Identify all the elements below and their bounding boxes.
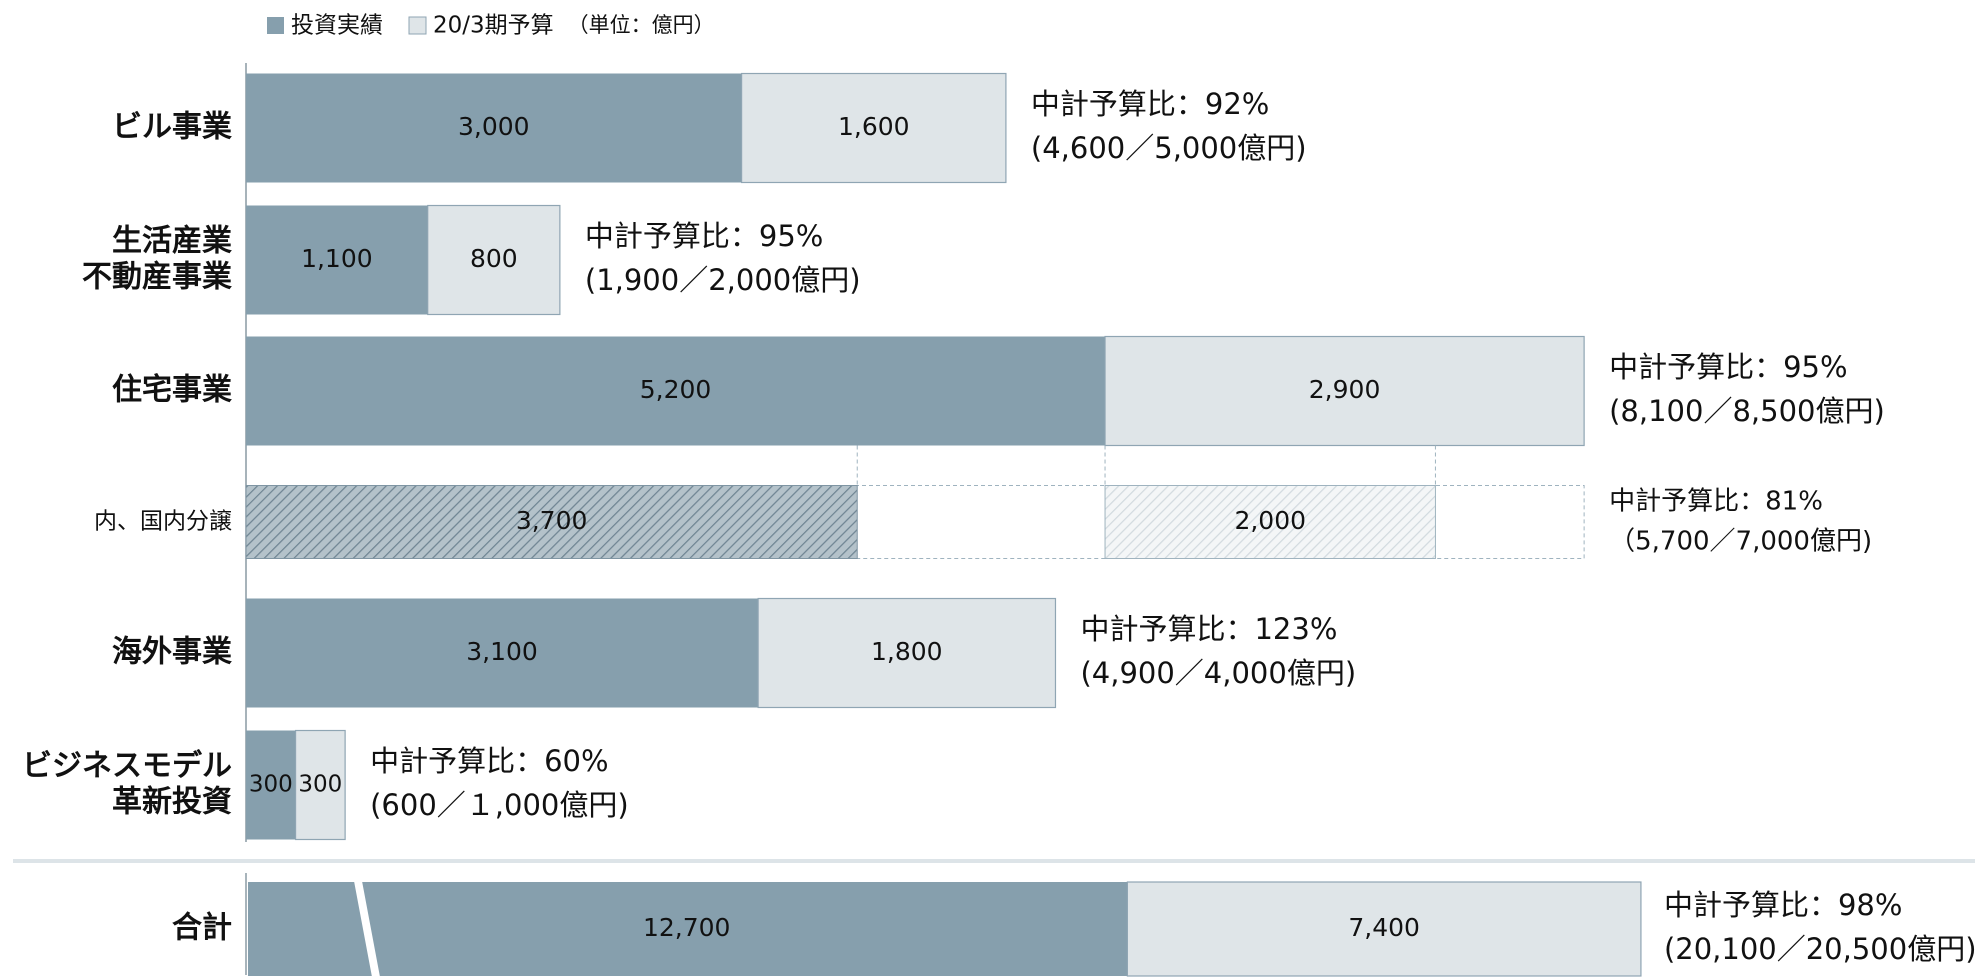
annotation: (20,100／20,500億円)	[1664, 932, 1977, 966]
legend-swatch	[408, 16, 427, 35]
value-label: 300	[298, 772, 342, 798]
bar	[294, 729, 346, 841]
value-label: 3,100	[466, 637, 538, 666]
annotation: 中計予算比：123%	[1080, 612, 1337, 646]
bar	[246, 73, 742, 183]
bar	[1104, 335, 1585, 447]
value-label: 3,700	[516, 506, 588, 535]
bar	[246, 205, 428, 315]
bar	[427, 204, 561, 316]
bar	[1126, 881, 1642, 977]
bar	[246, 336, 1106, 446]
value-label: 1,600	[838, 112, 910, 141]
legend-label: 投資実績	[291, 13, 383, 39]
bar	[245, 485, 858, 559]
bar	[740, 72, 1007, 184]
annotation: 中計予算比：92%	[1031, 87, 1269, 121]
value-label: 2,000	[1234, 506, 1306, 535]
annotation: 中計予算比：98%	[1664, 888, 1902, 922]
bar	[246, 730, 296, 840]
annotation: （5,700／7,000億円)	[1609, 527, 1872, 557]
category-label: 内、国内分譲	[94, 509, 232, 535]
breakdown-frame	[245, 485, 1585, 559]
annotation: 中計予算比：95%	[585, 219, 823, 253]
annotation: (4,900／4,000億円)	[1080, 656, 1356, 690]
annotation: (600／１,000億円)	[370, 788, 629, 822]
annotation: 中計予算比：95%	[1609, 350, 1847, 384]
category-label: 住宅事業	[112, 373, 232, 408]
value-label: 300	[249, 772, 293, 798]
bar	[248, 882, 1128, 976]
bar	[757, 597, 1057, 709]
category-label: 生活産業	[112, 224, 232, 259]
annotation: (1,900／2,000億円)	[585, 263, 861, 297]
annotation: 中計予算比：60%	[370, 744, 608, 778]
category-label: 革新投資	[112, 785, 232, 820]
value-label: 3,000	[458, 112, 530, 141]
category-label: 不動産事業	[82, 260, 232, 295]
bar	[1104, 485, 1436, 559]
category-label: ビジネスモデル	[22, 749, 232, 784]
annotation: (4,600／5,000億円)	[1031, 131, 1307, 165]
category-label: 合計	[172, 911, 232, 946]
bar	[246, 598, 759, 708]
annotation: (8,100／8,500億円)	[1609, 394, 1885, 428]
category-label: ビル事業	[112, 110, 232, 145]
unit-note: （単位：億円）	[568, 13, 715, 37]
axis-break	[354, 881, 380, 977]
category-label: 海外事業	[112, 635, 232, 670]
value-label: 800	[470, 244, 518, 273]
legend-label: 20/3期予算	[433, 13, 554, 39]
annotation: 中計予算比：81%	[1609, 487, 1823, 517]
value-label: 5,200	[640, 375, 712, 404]
legend-swatch	[267, 17, 284, 34]
value-label: 7,400	[1348, 913, 1420, 942]
value-label: 12,700	[643, 913, 730, 942]
value-label: 1,100	[301, 244, 373, 273]
value-label: 1,800	[871, 637, 943, 666]
value-label: 2,900	[1309, 375, 1381, 404]
